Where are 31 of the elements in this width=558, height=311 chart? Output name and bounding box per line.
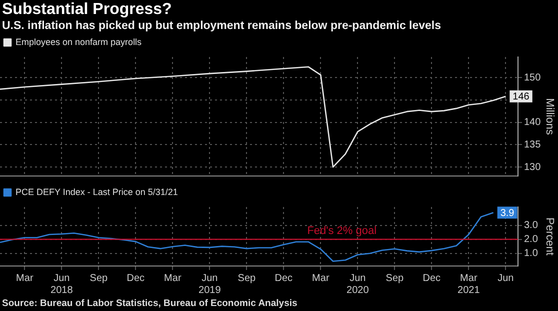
data-label: 3.9 xyxy=(500,208,515,219)
chart-subtitle: U.S. inflation has picked up but employment remains below pre-pandemic levels xyxy=(2,19,442,34)
y-axis-title: Millions xyxy=(543,98,556,136)
x-tick-label: Mar 2021 xyxy=(458,272,480,296)
y-tick-label: 2.0 xyxy=(524,234,538,246)
x-tick-label: Jun 2020 xyxy=(346,272,370,296)
x-tick-label: Mar xyxy=(16,272,34,284)
source-note: Source: Bureau of Labor Statistics, Bureau of Economic Analysis xyxy=(2,298,298,309)
y-tick-label: 140 xyxy=(524,117,542,128)
x-tick-label: Mar xyxy=(312,272,330,284)
x-tick-label: Jun xyxy=(498,272,514,284)
data-label: 146 xyxy=(512,92,530,103)
y-tick-label: 1.0 xyxy=(524,248,538,260)
x-tick-label: Mar xyxy=(164,272,182,284)
legend-label: Employees on nonfarm payrolls xyxy=(16,36,142,47)
chart-title: Substantial Progress? xyxy=(2,1,173,19)
x-tick-label: Sep xyxy=(90,272,108,284)
x-tick-label: Dec xyxy=(126,272,145,284)
ref-line-label: Fed's 2% goal xyxy=(307,224,377,237)
y-tick-label: 3.0 xyxy=(524,220,538,232)
x-tick-label: Dec xyxy=(422,272,441,284)
y-tick-label: 135 xyxy=(524,139,542,150)
x-tick-label: Dec xyxy=(274,272,293,284)
y-tick-label: 150 xyxy=(524,72,542,84)
legend-label: PCE DEFY Index - Last Price on 5/31/21 xyxy=(16,186,178,197)
x-tick-label: Jun 2018 xyxy=(50,272,74,296)
x-tick-label: Sep xyxy=(386,272,404,284)
x-tick-label: Sep xyxy=(238,272,256,284)
y-tick-label: 130 xyxy=(524,162,542,173)
y-axis-title: Percent xyxy=(543,218,556,256)
x-tick-label: Jun 2019 xyxy=(198,272,222,296)
